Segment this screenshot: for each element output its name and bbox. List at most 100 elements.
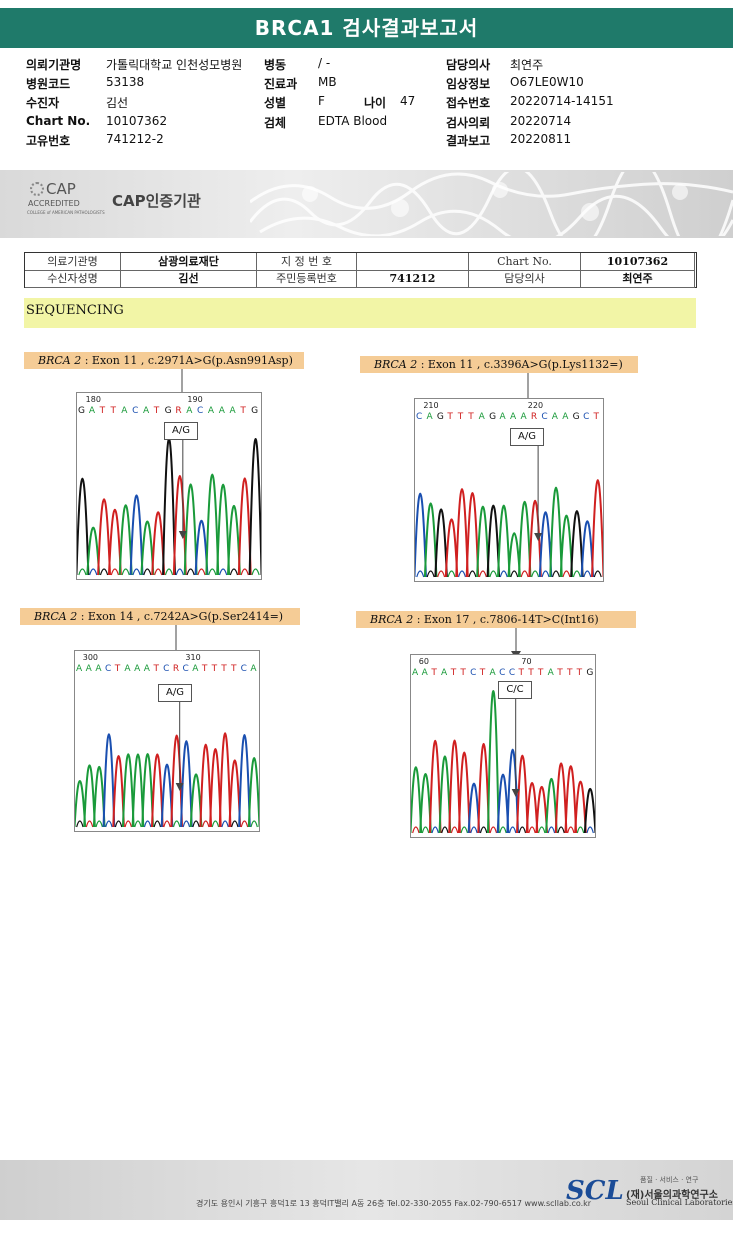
trace-baseline — [586, 826, 594, 834]
trace-peak — [180, 740, 193, 828]
cap-emblem-icon — [30, 182, 44, 196]
base-letter: A — [250, 664, 257, 674]
info-value: / - — [318, 56, 331, 70]
variant-description: : Exon 11 , c.3396A>G(p.Lys1132=) — [417, 358, 623, 371]
trace-baseline — [426, 570, 435, 578]
genotype-call: A/G — [158, 684, 192, 702]
info-label: 접수번호 — [446, 96, 491, 110]
info-label: 진료과 — [264, 77, 298, 91]
age-value: 47 — [400, 94, 416, 108]
trace-peak — [583, 787, 595, 834]
info-value: F — [318, 94, 325, 108]
base-letter: R — [531, 412, 537, 422]
base-letter: R — [175, 406, 181, 416]
info-label: 검사의뢰 — [446, 116, 491, 130]
info-value: 741212-2 — [106, 132, 164, 146]
info-label: 의뢰기관명 — [26, 58, 82, 72]
trace-peak — [160, 763, 174, 828]
trace-peak — [415, 492, 427, 578]
trace-peak — [545, 778, 558, 834]
call-arrow — [178, 531, 187, 539]
genotype-call: A/G — [164, 422, 198, 440]
trace-baseline — [143, 568, 152, 576]
base-letter: T — [556, 668, 563, 678]
trace-peak — [112, 754, 125, 828]
info-value: 최연주 — [510, 58, 544, 72]
trace-peak — [131, 753, 145, 828]
variant-label: BRCA 2 : Exon 11 , c.3396A>G(p.Lys1132=) — [360, 356, 638, 373]
base-letter: A — [479, 412, 486, 422]
trace-peak — [83, 764, 96, 828]
position-number: 60 — [419, 657, 429, 666]
position-number: 190 — [187, 395, 202, 404]
scl-logo: SCL — [566, 1176, 624, 1206]
trace-peak — [506, 748, 520, 834]
gene-name: BRCA 2 — [370, 613, 414, 626]
table-cell: 10107362 — [581, 253, 695, 271]
table-cell: 김선 — [121, 270, 257, 288]
trace-baseline — [479, 826, 488, 834]
trace-baseline — [531, 570, 540, 578]
trace-peak — [411, 766, 423, 834]
cap-accredited: ACCREDITED — [28, 199, 80, 208]
base-letter: C — [197, 406, 203, 416]
call-arrow — [534, 533, 543, 541]
base-letter: T — [230, 664, 237, 674]
cap-logo-text: CAP — [46, 180, 76, 198]
trace-baseline — [89, 568, 98, 576]
base-letter: A — [192, 664, 199, 674]
trace-baseline — [510, 570, 519, 578]
trace-baseline — [192, 820, 200, 828]
base-letter: A — [208, 406, 215, 416]
chromatogram: 300 310 A A A C T A A A T C R C A T T T T C A — [74, 650, 260, 832]
base-letter: T — [527, 668, 534, 678]
trace-baseline — [164, 568, 174, 576]
trace-baseline — [431, 826, 439, 834]
base-letter: A — [134, 664, 141, 674]
base-letter: T — [459, 668, 466, 678]
base-letter: A — [143, 406, 150, 416]
trace-peak — [574, 780, 587, 834]
trace-baseline — [499, 826, 507, 834]
base-letter: A — [230, 406, 237, 416]
base-letter: C — [183, 664, 189, 674]
gene-name: BRCA 2 — [374, 358, 418, 371]
trace-peak — [86, 526, 101, 576]
trace-peak — [150, 753, 164, 828]
info-label: Chart No. — [26, 114, 91, 128]
trace-peak — [486, 504, 501, 578]
base-letter: C — [583, 412, 589, 422]
gene-name: BRCA 2 — [38, 354, 82, 367]
trace-peak — [209, 748, 222, 828]
info-value: 김선 — [106, 96, 129, 110]
trace-baseline — [231, 820, 239, 828]
variant-label: BRCA 2 : Exon 14 , c.7242A>G(p.Ser2414=) — [20, 608, 300, 625]
footer-address: 경기도 용인시 기흥구 흥덕1로 13 흥덕IT밸리 A동 26층 Tel.02… — [196, 1199, 592, 1208]
variant-label: BRCA 2 : Exon 17 , c.7806-14T>C(Int16) — [356, 611, 636, 628]
trace-baseline — [114, 820, 123, 828]
trace-peak — [448, 739, 461, 834]
trace-baseline — [583, 570, 592, 578]
trace-baseline — [518, 826, 527, 834]
trace-baseline — [85, 820, 94, 828]
base-letter: G — [165, 406, 172, 416]
trace-baseline — [520, 570, 529, 578]
trace-baseline — [470, 826, 478, 834]
recipient-table: 의료기관명 삼광의료재단 지 정 번 호 Chart No. 10107362 수신자성명… — [24, 252, 697, 288]
position-number: 220 — [528, 401, 543, 410]
base-letter: T — [537, 668, 544, 678]
base-letter: T — [430, 668, 437, 678]
base-letter: C — [541, 412, 547, 422]
section-title: SEQUENCING — [24, 298, 696, 328]
trace-baseline — [110, 568, 120, 576]
trace-baseline — [143, 820, 152, 828]
trace-baseline — [447, 570, 456, 578]
base-letter: G — [489, 412, 496, 422]
trace-baseline — [437, 570, 446, 578]
trace-baseline — [218, 568, 228, 576]
trace-baseline — [468, 570, 477, 578]
trace-baseline — [197, 568, 206, 576]
